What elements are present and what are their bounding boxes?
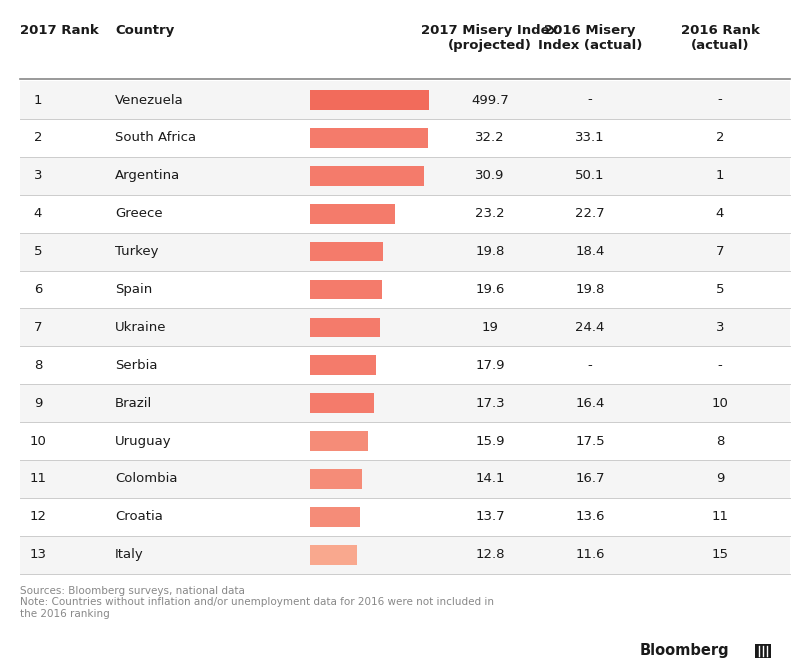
Text: Ukraine: Ukraine xyxy=(115,321,166,334)
Text: 14.1: 14.1 xyxy=(475,472,505,486)
Text: 13.6: 13.6 xyxy=(575,510,605,523)
Text: 12: 12 xyxy=(30,510,46,523)
Text: 3: 3 xyxy=(716,321,724,334)
Text: South Africa: South Africa xyxy=(115,131,196,145)
Text: 22.7: 22.7 xyxy=(575,207,605,220)
Text: Spain: Spain xyxy=(115,283,152,296)
Bar xyxy=(20,81,790,119)
Bar xyxy=(310,166,424,186)
Text: -: - xyxy=(588,94,592,106)
Text: Bloomberg: Bloomberg xyxy=(640,644,730,658)
Text: Brazil: Brazil xyxy=(115,397,152,409)
Text: 13.7: 13.7 xyxy=(475,510,505,523)
Text: Venezuela: Venezuela xyxy=(115,94,184,106)
Bar xyxy=(310,393,374,413)
Text: 6: 6 xyxy=(34,283,42,296)
Text: 10: 10 xyxy=(30,435,46,448)
Text: -: - xyxy=(718,94,722,106)
Text: 2: 2 xyxy=(34,131,42,145)
Text: Country: Country xyxy=(115,24,174,37)
Bar xyxy=(20,460,790,498)
Text: 17.9: 17.9 xyxy=(475,359,505,372)
Text: 19.6: 19.6 xyxy=(475,283,505,296)
Text: 11: 11 xyxy=(30,472,46,486)
Text: Colombia: Colombia xyxy=(115,472,178,486)
Text: -: - xyxy=(718,359,722,372)
Text: 18.4: 18.4 xyxy=(575,245,605,258)
Bar xyxy=(310,355,376,375)
Text: 5: 5 xyxy=(34,245,42,258)
Text: 2017 Rank: 2017 Rank xyxy=(20,24,98,37)
Text: Serbia: Serbia xyxy=(115,359,158,372)
Text: 30.9: 30.9 xyxy=(475,169,505,182)
Text: 19.8: 19.8 xyxy=(475,245,505,258)
Text: -: - xyxy=(588,359,592,372)
Text: Greece: Greece xyxy=(115,207,162,220)
Text: 499.7: 499.7 xyxy=(471,94,509,106)
Bar xyxy=(310,545,357,565)
Bar xyxy=(310,432,369,451)
Text: 5: 5 xyxy=(716,283,724,296)
Text: 16.4: 16.4 xyxy=(575,397,605,409)
Text: 50.1: 50.1 xyxy=(575,169,605,182)
Bar xyxy=(20,384,790,422)
Text: Argentina: Argentina xyxy=(115,169,180,182)
Text: 2016 Rank
(actual): 2016 Rank (actual) xyxy=(681,24,759,52)
Text: 1: 1 xyxy=(716,169,724,182)
Text: 10: 10 xyxy=(711,397,729,409)
Text: 17.3: 17.3 xyxy=(475,397,505,409)
Text: 32.2: 32.2 xyxy=(475,131,505,145)
Bar xyxy=(310,242,382,262)
Text: 19.8: 19.8 xyxy=(575,283,605,296)
Text: 8: 8 xyxy=(716,435,724,448)
Bar xyxy=(20,157,790,195)
Text: 23.2: 23.2 xyxy=(475,207,505,220)
Text: 13: 13 xyxy=(30,549,46,561)
Text: Turkey: Turkey xyxy=(115,245,158,258)
Bar xyxy=(755,644,771,658)
Bar xyxy=(310,280,382,299)
Bar xyxy=(310,469,362,489)
Text: 15: 15 xyxy=(711,549,729,561)
Text: 2: 2 xyxy=(716,131,724,145)
Bar xyxy=(20,536,790,574)
Bar xyxy=(20,308,790,347)
Text: 2016 Misery
Index (actual): 2016 Misery Index (actual) xyxy=(538,24,642,52)
Text: 19: 19 xyxy=(482,321,498,334)
Bar xyxy=(310,128,428,148)
Text: 8: 8 xyxy=(34,359,42,372)
Bar xyxy=(310,318,380,337)
Text: 4: 4 xyxy=(34,207,42,220)
Text: 9: 9 xyxy=(34,397,42,409)
Text: 7: 7 xyxy=(716,245,724,258)
Text: Italy: Italy xyxy=(115,549,144,561)
Text: 2017 Misery Index
(projected): 2017 Misery Index (projected) xyxy=(422,24,558,52)
Bar xyxy=(310,204,395,223)
Text: Sources: Bloomberg surveys, national data
Note: Countries without inflation and/: Sources: Bloomberg surveys, national dat… xyxy=(20,586,494,619)
Text: 11: 11 xyxy=(711,510,729,523)
Bar xyxy=(310,90,429,110)
Text: 16.7: 16.7 xyxy=(575,472,605,486)
Text: 9: 9 xyxy=(716,472,724,486)
Text: Uruguay: Uruguay xyxy=(115,435,172,448)
Text: Croatia: Croatia xyxy=(115,510,163,523)
Text: 1: 1 xyxy=(34,94,42,106)
Text: 4: 4 xyxy=(716,207,724,220)
Text: 3: 3 xyxy=(34,169,42,182)
Bar xyxy=(20,233,790,270)
Text: 17.5: 17.5 xyxy=(575,435,605,448)
Text: 33.1: 33.1 xyxy=(575,131,605,145)
Text: 24.4: 24.4 xyxy=(575,321,605,334)
Text: 7: 7 xyxy=(34,321,42,334)
Text: 11.6: 11.6 xyxy=(575,549,605,561)
Text: 15.9: 15.9 xyxy=(475,435,505,448)
Text: 12.8: 12.8 xyxy=(475,549,505,561)
Bar xyxy=(310,507,360,527)
